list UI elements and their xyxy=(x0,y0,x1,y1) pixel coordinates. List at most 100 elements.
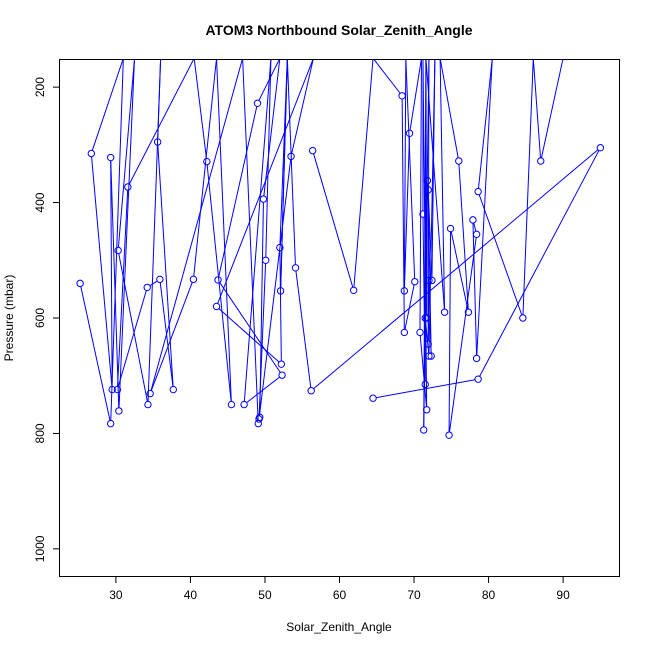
data-point xyxy=(145,401,151,407)
y-tick-label: 800 xyxy=(33,423,47,443)
x-axis: 30 40 50 60 70 80 90 xyxy=(109,576,570,602)
data-point xyxy=(190,276,196,282)
series-segment xyxy=(194,58,217,276)
data-point xyxy=(370,395,376,401)
data-point xyxy=(278,361,284,367)
data-point xyxy=(116,408,122,414)
data-point xyxy=(399,93,405,99)
series-segment xyxy=(373,58,400,93)
series-segment xyxy=(440,58,444,309)
series-segment xyxy=(474,223,476,231)
data-point xyxy=(473,231,479,237)
data-point xyxy=(456,158,462,164)
data-point xyxy=(597,145,603,151)
data-point xyxy=(125,184,131,190)
data-point xyxy=(144,284,150,290)
data-point xyxy=(412,278,418,284)
data-point xyxy=(421,427,427,433)
series-segment xyxy=(541,58,563,158)
x-tick-label: 50 xyxy=(258,588,272,602)
data-point xyxy=(447,225,453,231)
data-point xyxy=(401,329,407,335)
data-point xyxy=(77,280,83,286)
data-point xyxy=(417,329,423,335)
series-segment xyxy=(247,377,280,403)
data-point xyxy=(470,217,476,223)
y-tick-label: 400 xyxy=(33,192,47,212)
series-segment xyxy=(354,58,373,287)
data-point xyxy=(204,158,210,164)
data-point xyxy=(107,154,113,160)
data-point xyxy=(308,388,314,394)
data-point xyxy=(350,287,356,293)
series-segment xyxy=(296,271,311,388)
x-tick-label: 80 xyxy=(482,588,496,602)
series-segment xyxy=(219,309,279,362)
data-point xyxy=(520,315,526,321)
series-segment xyxy=(264,58,280,196)
series-segment xyxy=(533,58,540,158)
data-point xyxy=(473,355,479,361)
series-segment xyxy=(118,190,128,386)
series-segment xyxy=(477,58,492,355)
x-tick-label: 40 xyxy=(184,588,198,602)
series-segment xyxy=(449,232,450,432)
y-axis-label: Pressure (mbar) xyxy=(2,275,16,362)
series-segment xyxy=(410,58,421,130)
series-segment xyxy=(420,58,421,329)
series-segment xyxy=(314,154,353,288)
series-segment xyxy=(480,151,599,377)
data-point xyxy=(422,381,428,387)
y-tick-label: 1000 xyxy=(33,535,47,562)
data-point xyxy=(292,265,298,271)
series-segment xyxy=(523,58,533,315)
data-point xyxy=(475,188,481,194)
series-segment xyxy=(158,145,173,386)
y-tick-label: 200 xyxy=(33,77,47,97)
series-segment xyxy=(314,150,598,389)
data-point xyxy=(260,196,266,202)
series-segment xyxy=(92,58,123,150)
data-point xyxy=(115,247,121,253)
series-segment xyxy=(287,58,295,264)
data-point xyxy=(538,158,544,164)
series-segment xyxy=(473,223,477,355)
series-segment xyxy=(194,58,206,158)
x-tick-label: 70 xyxy=(407,588,421,602)
series-segment xyxy=(440,58,458,158)
data-point xyxy=(107,420,113,426)
series-segment xyxy=(478,58,492,188)
data-series xyxy=(309,58,563,438)
data-point xyxy=(170,386,176,392)
data-point xyxy=(254,100,260,106)
data-point xyxy=(215,277,221,283)
data-point xyxy=(213,303,219,309)
data-point xyxy=(263,257,269,263)
y-axis: 200 400 600 800 1000 xyxy=(33,77,60,562)
data-point xyxy=(279,372,285,378)
data-point xyxy=(475,376,481,382)
x-tick-label: 90 xyxy=(556,588,570,602)
data-point xyxy=(309,147,315,153)
data-point xyxy=(88,150,94,156)
data-point xyxy=(446,432,452,438)
series-segment xyxy=(81,286,110,420)
series-layer xyxy=(77,58,604,438)
chart-title: ATOM3 Northbound Solar_Zenith_Angle xyxy=(205,22,472,38)
data-series xyxy=(77,58,604,427)
data-point xyxy=(441,309,447,315)
series-segment xyxy=(449,237,476,432)
series-segment xyxy=(479,195,522,315)
data-point xyxy=(157,276,163,282)
series-segment xyxy=(402,99,404,329)
data-point xyxy=(228,401,234,407)
x-tick-label: 60 xyxy=(333,588,347,602)
series-segment xyxy=(129,58,194,184)
series-segment xyxy=(405,285,414,330)
y-tick-label: 600 xyxy=(33,308,47,328)
data-point xyxy=(241,401,247,407)
x-tick-label: 30 xyxy=(109,588,123,602)
series-segment xyxy=(281,58,288,287)
series-segment xyxy=(150,281,157,286)
